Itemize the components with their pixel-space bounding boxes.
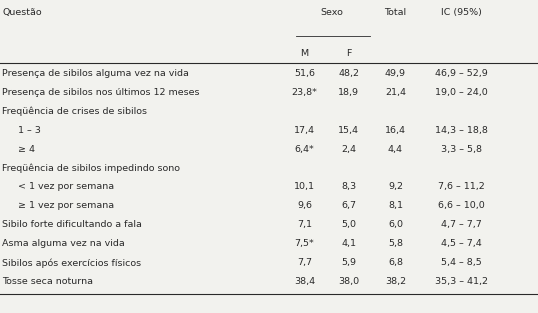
Text: Sexo: Sexo bbox=[321, 8, 343, 17]
Text: 18,9: 18,9 bbox=[338, 88, 359, 97]
Text: 14,3 – 18,8: 14,3 – 18,8 bbox=[435, 126, 488, 135]
Text: 7,7: 7,7 bbox=[297, 258, 312, 267]
Text: Presença de sibilos nos últimos 12 meses: Presença de sibilos nos últimos 12 meses bbox=[2, 88, 200, 97]
Text: 6,8: 6,8 bbox=[388, 258, 403, 267]
Text: 10,1: 10,1 bbox=[294, 182, 315, 192]
Text: 17,4: 17,4 bbox=[294, 126, 315, 135]
Text: 1 – 3: 1 – 3 bbox=[18, 126, 41, 135]
Text: Asma alguma vez na vida: Asma alguma vez na vida bbox=[2, 239, 125, 248]
Text: 15,4: 15,4 bbox=[338, 126, 359, 135]
Text: 23,8*: 23,8* bbox=[292, 88, 317, 97]
Text: 9,2: 9,2 bbox=[388, 182, 403, 192]
Text: 7,5*: 7,5* bbox=[295, 239, 314, 248]
Text: 38,2: 38,2 bbox=[385, 277, 406, 286]
Text: 8,1: 8,1 bbox=[388, 202, 403, 210]
Text: 19,0 – 24,0: 19,0 – 24,0 bbox=[435, 88, 488, 97]
Text: Presença de sibilos alguma vez na vida: Presença de sibilos alguma vez na vida bbox=[2, 69, 189, 78]
Text: ≥ 1 vez por semana: ≥ 1 vez por semana bbox=[18, 202, 115, 210]
Text: ≥ 4: ≥ 4 bbox=[18, 145, 36, 154]
Text: 51,6: 51,6 bbox=[294, 69, 315, 78]
Text: 46,9 – 52,9: 46,9 – 52,9 bbox=[435, 69, 488, 78]
Text: 38,0: 38,0 bbox=[338, 277, 359, 286]
Text: 38,4: 38,4 bbox=[294, 277, 315, 286]
Text: 3,3 – 5,8: 3,3 – 5,8 bbox=[441, 145, 482, 154]
Text: < 1 vez por semana: < 1 vez por semana bbox=[18, 182, 115, 192]
Text: Freqüência de sibilos impedindo sono: Freqüência de sibilos impedindo sono bbox=[2, 163, 180, 173]
Text: 6,4*: 6,4* bbox=[295, 145, 314, 154]
Text: 6,6 – 10,0: 6,6 – 10,0 bbox=[438, 202, 485, 210]
Text: 9,6: 9,6 bbox=[297, 202, 312, 210]
Text: 4,1: 4,1 bbox=[341, 239, 356, 248]
Text: 4,5 – 7,4: 4,5 – 7,4 bbox=[441, 239, 482, 248]
Text: 7,6 – 11,2: 7,6 – 11,2 bbox=[438, 182, 485, 192]
Text: 2,4: 2,4 bbox=[341, 145, 356, 154]
Text: IC (95%): IC (95%) bbox=[441, 8, 482, 17]
Text: Questão: Questão bbox=[2, 8, 42, 17]
Text: 8,3: 8,3 bbox=[341, 182, 356, 192]
Text: M: M bbox=[300, 49, 309, 58]
Text: 5,0: 5,0 bbox=[341, 220, 356, 229]
Text: 5,8: 5,8 bbox=[388, 239, 403, 248]
Text: F: F bbox=[346, 49, 351, 58]
Text: 7,1: 7,1 bbox=[297, 220, 312, 229]
Text: 4,7 – 7,7: 4,7 – 7,7 bbox=[441, 220, 482, 229]
Text: Total: Total bbox=[384, 8, 407, 17]
Text: 4,4: 4,4 bbox=[388, 145, 403, 154]
Text: 49,9: 49,9 bbox=[385, 69, 406, 78]
Text: 35,3 – 41,2: 35,3 – 41,2 bbox=[435, 277, 488, 286]
Text: 5,9: 5,9 bbox=[341, 258, 356, 267]
Text: 6,0: 6,0 bbox=[388, 220, 403, 229]
Text: Tosse seca noturna: Tosse seca noturna bbox=[2, 277, 93, 286]
Text: Sibilos após exercícios físicos: Sibilos após exercícios físicos bbox=[2, 258, 141, 268]
Text: 6,7: 6,7 bbox=[341, 202, 356, 210]
Text: 16,4: 16,4 bbox=[385, 126, 406, 135]
Text: Sibilo forte dificultando a fala: Sibilo forte dificultando a fala bbox=[2, 220, 142, 229]
Text: 5,4 – 8,5: 5,4 – 8,5 bbox=[441, 258, 482, 267]
Text: 21,4: 21,4 bbox=[385, 88, 406, 97]
Text: Freqüência de crises de sibilos: Freqüência de crises de sibilos bbox=[2, 107, 147, 116]
Text: 48,2: 48,2 bbox=[338, 69, 359, 78]
